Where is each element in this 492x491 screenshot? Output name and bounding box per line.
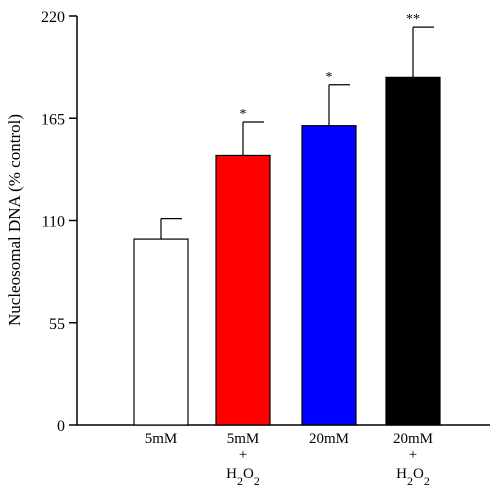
y-tick-label: 110 bbox=[42, 214, 65, 231]
bars: **** bbox=[133, 12, 441, 426]
category-label: 5mM bbox=[145, 431, 178, 447]
bar bbox=[385, 76, 441, 426]
y-tick-label: 220 bbox=[41, 9, 65, 26]
bar bbox=[301, 125, 357, 426]
category-label-h2o2: H2O2 bbox=[396, 466, 430, 488]
category-label: 20mM bbox=[393, 431, 433, 447]
category-label: 5mM bbox=[227, 431, 260, 447]
category-label-plus: + bbox=[409, 447, 417, 463]
y-tick-label: 0 bbox=[57, 418, 65, 435]
bar bbox=[133, 238, 189, 426]
significance-label: * bbox=[326, 70, 333, 85]
y-tick-label: 165 bbox=[41, 111, 65, 128]
significance-label: ** bbox=[406, 12, 420, 27]
significance-label: * bbox=[240, 107, 247, 122]
bar bbox=[215, 154, 271, 426]
y-axis-title: Nucleosomal DNA (% control) bbox=[5, 114, 24, 326]
category-label-h2o2: H2O2 bbox=[226, 466, 260, 488]
category-label-plus: + bbox=[239, 447, 247, 463]
category-label: 20mM bbox=[309, 431, 349, 447]
y-tick-label: 55 bbox=[49, 316, 65, 333]
